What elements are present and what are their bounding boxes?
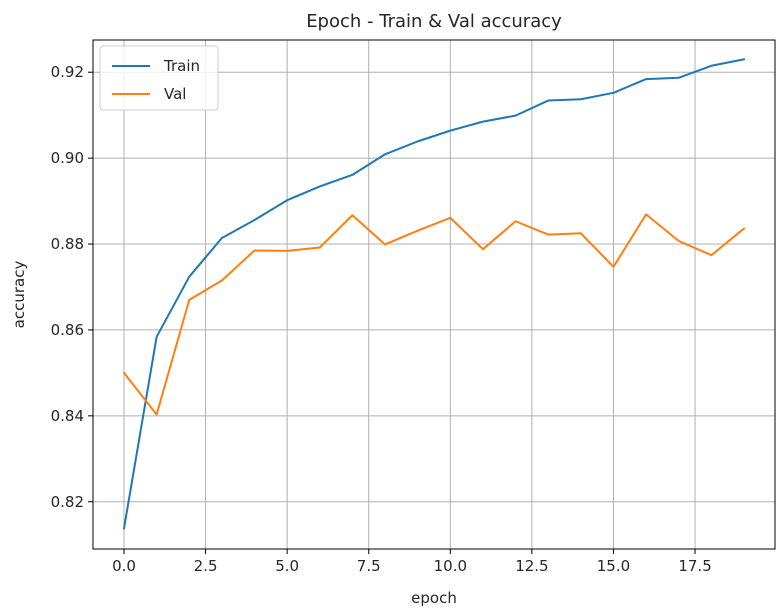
legend-label-val: Val <box>164 85 186 103</box>
x-tick-label: 0.0 <box>112 557 136 575</box>
legend-label-train: Train <box>163 57 200 75</box>
x-tick-label: 15.0 <box>597 557 630 575</box>
y-tick-label: 0.84 <box>51 407 84 425</box>
plot-frame <box>92 39 776 550</box>
x-tick-label: 17.5 <box>678 557 711 575</box>
series-line-val <box>122 213 746 416</box>
y-tick-label: 0.86 <box>51 321 84 339</box>
axis-ticks: 0.0 2.5 5.0 7.5 10.0 12.5 15.0 17.5 0.82 0.84 0.86… <box>51 63 712 575</box>
x-axis-label: epoch <box>411 589 457 607</box>
series-line-train <box>122 58 746 530</box>
legend: Train Val <box>99 45 219 111</box>
x-tick-label: 7.5 <box>357 557 381 575</box>
x-tick-label: 10.0 <box>434 557 467 575</box>
grid-lines <box>93 40 775 549</box>
chart-title: Epoch - Train & Val accuracy <box>306 11 562 32</box>
x-tick-label: 2.5 <box>194 557 218 575</box>
y-tick-label: 0.92 <box>51 63 84 81</box>
series-lines <box>122 58 746 530</box>
x-tick-label: 5.0 <box>275 557 299 575</box>
y-tick-label: 0.88 <box>51 235 84 253</box>
y-tick-label: 0.90 <box>51 149 84 167</box>
x-tick-label: 12.5 <box>515 557 548 575</box>
legend-box <box>99 45 219 111</box>
y-tick-label: 0.82 <box>51 493 84 511</box>
y-axis-label: accuracy <box>10 261 28 329</box>
